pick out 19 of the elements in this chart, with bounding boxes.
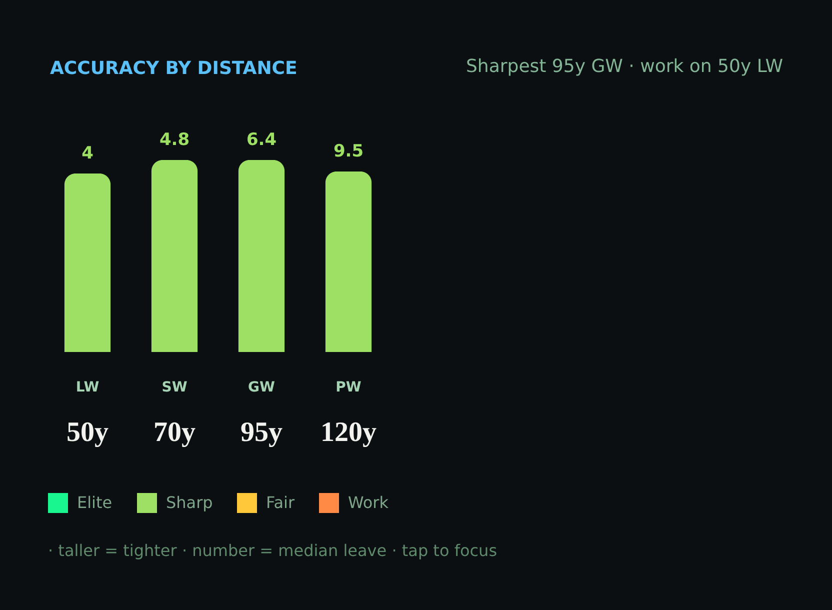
- text: 95y: [240, 417, 282, 448]
- legend-label: Fair: [266, 493, 295, 512]
- chart-title: ACCURACY BY DISTANCE: [50, 58, 298, 79]
- x-tick-label: SW: [162, 380, 188, 396]
- legend-label: Elite: [77, 493, 112, 512]
- x-tick-label: LW: [76, 380, 100, 396]
- annotation: 6.4: [246, 130, 277, 150]
- text: 120y: [320, 417, 376, 448]
- text: 50y: [66, 417, 108, 448]
- x-tick-label: PW: [336, 380, 362, 396]
- annotation: 4: [82, 143, 94, 164]
- annotation: 9.5: [333, 142, 364, 162]
- x-tick-label: GW: [248, 380, 275, 396]
- legend-label: Sharp: [166, 493, 213, 512]
- legend-label: Work: [348, 493, 390, 512]
- text: · taller = tighter · number = median leave · tap to focus: [48, 541, 498, 560]
- annotation: 4.8: [159, 130, 190, 150]
- text: Sharpest 95y GW · work on 50y LW: [466, 56, 784, 77]
- text: 70y: [154, 417, 196, 448]
